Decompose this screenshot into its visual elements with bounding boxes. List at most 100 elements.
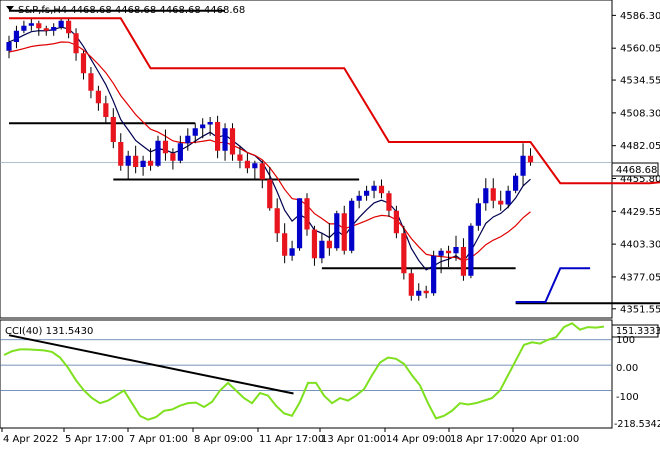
cci-trend-line [8, 334, 294, 395]
candle-body [200, 124, 206, 129]
candle-body [527, 155, 534, 163]
candle-body [371, 185, 377, 191]
time-label: 14 Apr 09:00 [386, 434, 451, 445]
candle-body [13, 30, 20, 42]
candle-body [431, 255, 437, 294]
candle-body [259, 163, 265, 180]
cci-min-label: -218.5342 [614, 419, 660, 430]
time-label: 20 Apr 01:00 [514, 434, 579, 445]
candle-body [311, 229, 318, 259]
candle-body [475, 203, 481, 226]
price-label: 4377.05 [620, 272, 660, 283]
candle-body [386, 193, 392, 211]
candle-body [356, 195, 362, 201]
candle-body [140, 160, 146, 167]
candle-body [177, 143, 183, 161]
price-label: 4455.80 [620, 174, 660, 185]
candle-body [378, 185, 385, 194]
candle-body [296, 198, 303, 249]
candle-body [282, 233, 288, 256]
price-label: 4429.55 [620, 207, 660, 218]
candle-body [58, 20, 64, 27]
cci-panel[interactable] [0, 319, 613, 429]
candle-body [341, 213, 347, 251]
candle-body [28, 23, 34, 26]
cci-max-tag [611, 324, 659, 338]
candle-body [73, 33, 79, 54]
candle-body [43, 28, 49, 31]
candle-body [393, 210, 399, 234]
candle-body [468, 225, 474, 276]
candle-body [289, 248, 295, 256]
candle-body [408, 273, 414, 296]
candle-body [88, 73, 94, 91]
time-axis: 4 Apr 2022 5 Apr 17:00 7 Apr 01:00 8 Apr 09… [1, 428, 579, 445]
price-panel[interactable] [0, 0, 613, 319]
price-label: 4482.05 [620, 141, 660, 152]
candle-body [520, 155, 526, 176]
candle-body [401, 233, 407, 274]
candle-body [304, 198, 310, 230]
candle-body [185, 135, 191, 144]
time-label: 4 Apr 2022 [3, 434, 58, 445]
candle-body [51, 27, 57, 31]
candle-body [103, 103, 109, 117]
current-price-label: 4468.68 [616, 165, 657, 176]
candle-body [207, 122, 213, 125]
cci-lower-label: -100 [616, 392, 639, 403]
cci-title: CCI(40) 131.5430 [5, 326, 93, 337]
candle-body [498, 200, 504, 205]
price-label: 4586.30 [620, 11, 660, 22]
time-label: 5 Apr 17:00 [65, 434, 124, 445]
candle-body [252, 163, 258, 169]
candle-body [438, 250, 444, 256]
price-label: 4351.55 [620, 304, 660, 315]
support-resistance-lines[interactable] [9, 9, 660, 305]
indicator-lines [9, 17, 660, 303]
candle-body [215, 122, 221, 151]
candle-body [147, 160, 154, 166]
candle-body [36, 23, 42, 29]
candle-body [80, 53, 87, 74]
red-step-line [9, 17, 660, 185]
triangle-down-icon[interactable] [6, 6, 14, 11]
cci-zero-label: 0.00 [616, 363, 638, 374]
current-price-tag [611, 162, 659, 177]
time-label: 11 Apr 17:00 [259, 434, 324, 445]
candle-body [21, 25, 27, 31]
blue-level-line [515, 267, 591, 303]
candle-body [192, 128, 198, 136]
candle-body [460, 247, 467, 276]
candle-body [453, 247, 459, 254]
candle-body [319, 240, 325, 259]
candle-body [267, 179, 273, 209]
candle-body [423, 290, 429, 294]
candle-body [416, 290, 422, 296]
candle-body [326, 240, 332, 249]
candle-body [274, 208, 280, 234]
candle-body [513, 175, 519, 191]
candle-body [125, 155, 131, 166]
candle-body [170, 153, 176, 161]
candles[interactable] [6, 18, 534, 301]
candle-body [95, 90, 101, 104]
cci-max-label: 151.3333 [616, 326, 660, 337]
candle-body [118, 142, 124, 166]
price-label: 4534.55 [620, 76, 660, 87]
cci-indicator [0, 322, 612, 421]
candle-body [364, 190, 370, 196]
time-label: 18 Apr 17:00 [450, 434, 515, 445]
price-label: 4403.30 [620, 240, 660, 251]
candle-body [445, 250, 452, 254]
symbol-title: S&P,fs,H4 4468.68 4468.68 4468.68 4468.6… [18, 5, 245, 16]
candle-body [237, 154, 243, 161]
candle-body [334, 213, 340, 249]
candle-body [244, 160, 250, 169]
price-label: 4560.05 [620, 44, 660, 55]
price-axis: 4586.30 4560.05 4534.55 4508.30 4482.05 4455.… [612, 11, 660, 315]
candle-body [505, 190, 511, 205]
candle-body [66, 20, 72, 34]
candle-body [155, 140, 161, 166]
time-label: 8 Apr 09:00 [194, 434, 253, 445]
